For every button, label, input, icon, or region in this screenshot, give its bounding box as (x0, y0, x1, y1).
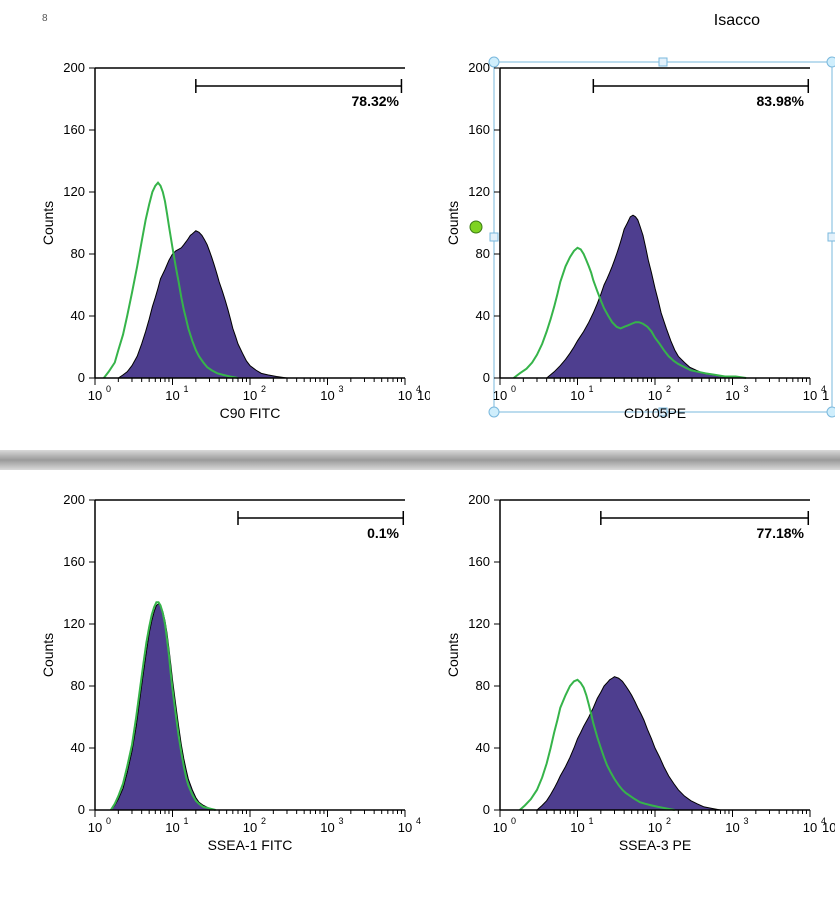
y-tick-label: 80 (476, 246, 490, 261)
x-tick-label: 10 (320, 820, 334, 835)
gate-percentage: 0.1% (367, 525, 399, 541)
x-tick-label: 10 (493, 820, 507, 835)
y-tick-label: 120 (63, 184, 85, 199)
x-tick-label: 10 (725, 820, 739, 835)
y-axis-label: Counts (40, 633, 56, 677)
flow-panel-cd105: 04080120160200Counts1001011021031041CD10… (440, 48, 835, 453)
y-tick-label: 160 (63, 554, 85, 569)
x-tick-label: 10 (398, 820, 412, 835)
y-tick-label: 160 (63, 122, 85, 137)
y-axis-label: Counts (445, 633, 461, 677)
filled-histogram (118, 231, 287, 378)
svg-text:2: 2 (261, 384, 266, 394)
x-axis-label: C90 FITC (220, 405, 281, 421)
section-divider (0, 450, 840, 470)
svg-text:1: 1 (822, 388, 829, 403)
filled-histogram (111, 604, 216, 810)
x-axis-label: SSEA-1 FITC (208, 837, 293, 853)
svg-text:1: 1 (589, 816, 594, 826)
y-tick-label: 120 (468, 184, 490, 199)
x-tick-label: 10 (243, 388, 257, 403)
svg-text:3: 3 (339, 816, 344, 826)
x-tick-label: 10 (570, 820, 584, 835)
svg-text:1: 1 (589, 384, 594, 394)
svg-text:0: 0 (106, 816, 111, 826)
gate-percentage: 77.18% (757, 525, 805, 541)
y-tick-label: 200 (468, 492, 490, 507)
y-tick-label: 0 (78, 370, 85, 385)
y-tick-label: 200 (468, 60, 490, 75)
y-axis-label: Counts (445, 201, 461, 245)
x-tick-label: 10 (803, 388, 817, 403)
x-tick-label: 10 (165, 820, 179, 835)
header-note: 8 (42, 13, 48, 24)
y-axis-label: Counts (40, 201, 56, 245)
x-tick-label: 10 (803, 820, 817, 835)
x-tick-label: 10 (320, 388, 334, 403)
x-tick-label: 10 (493, 388, 507, 403)
author-name: Isacco (714, 12, 760, 30)
gate-percentage: 78.32% (352, 93, 400, 109)
y-tick-label: 80 (476, 678, 490, 693)
x-tick-label: 10 (165, 388, 179, 403)
svg-text:10: 10 (417, 388, 430, 403)
x-axis-label: SSEA-3 PE (619, 837, 691, 853)
x-tick-label: 10 (725, 388, 739, 403)
x-tick-label: 10 (88, 388, 102, 403)
svg-text:3: 3 (744, 816, 749, 826)
y-tick-label: 40 (476, 308, 490, 323)
svg-text:1: 1 (184, 816, 189, 826)
y-tick-label: 0 (483, 370, 490, 385)
x-tick-label: 10 (88, 820, 102, 835)
x-tick-label: 10 (398, 388, 412, 403)
svg-text:0: 0 (511, 384, 516, 394)
y-tick-label: 200 (63, 60, 85, 75)
svg-text:3: 3 (339, 384, 344, 394)
y-tick-label: 200 (63, 492, 85, 507)
svg-text:4: 4 (416, 816, 421, 826)
x-tick-label: 10 (570, 388, 584, 403)
flow-panel-c90: 04080120160200Counts10010110210310410C90… (35, 48, 430, 453)
y-tick-label: 80 (71, 246, 85, 261)
y-tick-label: 40 (71, 308, 85, 323)
x-axis-label: CD105PE (624, 405, 686, 421)
y-tick-label: 80 (71, 678, 85, 693)
y-tick-label: 120 (468, 616, 490, 631)
flow-panel-ssea3: 04080120160200Counts10010110210310410SSE… (440, 480, 835, 885)
y-tick-label: 0 (483, 802, 490, 817)
y-tick-label: 0 (78, 802, 85, 817)
svg-text:2: 2 (666, 384, 671, 394)
x-tick-label: 10 (648, 388, 662, 403)
y-tick-label: 40 (71, 740, 85, 755)
svg-text:2: 2 (261, 816, 266, 826)
x-tick-label: 10 (243, 820, 257, 835)
svg-text:0: 0 (106, 384, 111, 394)
y-tick-label: 40 (476, 740, 490, 755)
flow-panel-ssea1: 04080120160200Counts100101102103104SSEA-… (35, 480, 430, 885)
y-tick-label: 160 (468, 122, 490, 137)
y-tick-label: 160 (468, 554, 490, 569)
gate-percentage: 83.98% (757, 93, 805, 109)
svg-text:3: 3 (744, 384, 749, 394)
x-tick-label: 10 (648, 820, 662, 835)
svg-text:2: 2 (666, 816, 671, 826)
svg-text:1: 1 (184, 384, 189, 394)
svg-text:0: 0 (511, 816, 516, 826)
filled-histogram (547, 215, 733, 378)
svg-text:10: 10 (822, 820, 835, 835)
y-tick-label: 120 (63, 616, 85, 631)
